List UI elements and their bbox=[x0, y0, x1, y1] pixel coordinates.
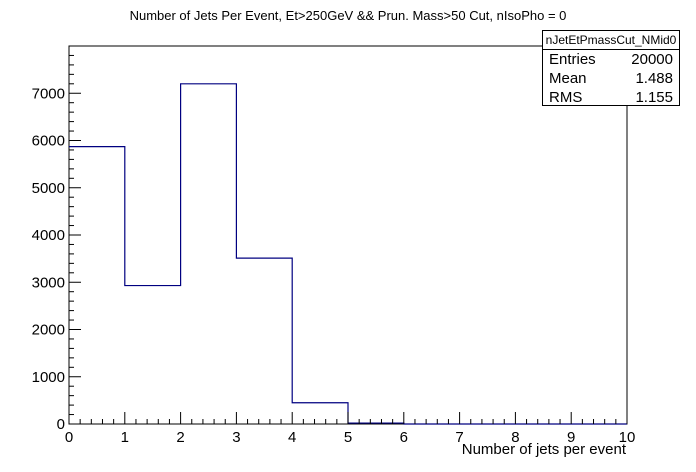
stats-row-rms: RMS 1.155 bbox=[543, 88, 679, 107]
x-tick-label: 0 bbox=[65, 429, 73, 446]
stats-value: 1.155 bbox=[635, 89, 673, 106]
stats-value: 1.488 bbox=[635, 70, 673, 87]
y-tick-label: 4000 bbox=[32, 227, 65, 244]
x-tick-label: 5 bbox=[344, 429, 352, 446]
x-tick-label: 4 bbox=[288, 429, 296, 446]
x-tick-label: 6 bbox=[400, 429, 408, 446]
stats-box: nJetEtPmassCut_NMid0 Entries 20000 Mean … bbox=[542, 30, 680, 106]
x-axis-label: Number of jets per event bbox=[461, 441, 626, 458]
x-tick-label: 10 bbox=[619, 429, 636, 446]
stats-label: Entries bbox=[549, 51, 596, 68]
histogram-bin bbox=[125, 286, 181, 424]
x-tick-label: 3 bbox=[232, 429, 240, 446]
histogram-bin bbox=[292, 403, 348, 424]
stats-box-title: nJetEtPmassCut_NMid0 bbox=[543, 31, 679, 50]
y-tick-label: 3000 bbox=[32, 274, 65, 291]
histogram-bin bbox=[236, 258, 292, 424]
y-tick-label: 2000 bbox=[32, 322, 65, 339]
x-tick-label: 8 bbox=[511, 429, 519, 446]
y-tick-label: 1000 bbox=[32, 369, 65, 386]
x-tick-label: 9 bbox=[567, 429, 575, 446]
histogram-bin bbox=[181, 84, 237, 424]
x-tick-label: 2 bbox=[176, 429, 184, 446]
x-tick-label: 7 bbox=[455, 429, 463, 446]
x-tick-label: 1 bbox=[121, 429, 129, 446]
stats-value: 20000 bbox=[631, 51, 673, 68]
y-tick-label: 0 bbox=[57, 416, 65, 433]
y-tick-label: 6000 bbox=[32, 133, 65, 150]
stats-row-mean: Mean 1.488 bbox=[543, 69, 679, 88]
chart-title: Number of Jets Per Event, Et>250GeV && P… bbox=[129, 8, 567, 23]
stats-row-entries: Entries 20000 bbox=[543, 50, 679, 69]
histogram-outline bbox=[69, 83, 627, 425]
stats-label: Mean bbox=[549, 70, 587, 87]
y-tick-label: 7000 bbox=[32, 85, 65, 102]
stats-label: RMS bbox=[549, 89, 583, 106]
y-tick-label: 5000 bbox=[32, 180, 65, 197]
